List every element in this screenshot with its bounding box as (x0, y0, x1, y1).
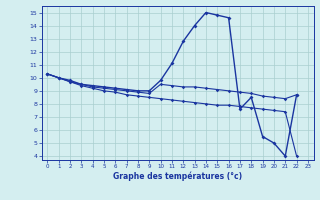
X-axis label: Graphe des températures (°c): Graphe des températures (°c) (113, 172, 242, 181)
